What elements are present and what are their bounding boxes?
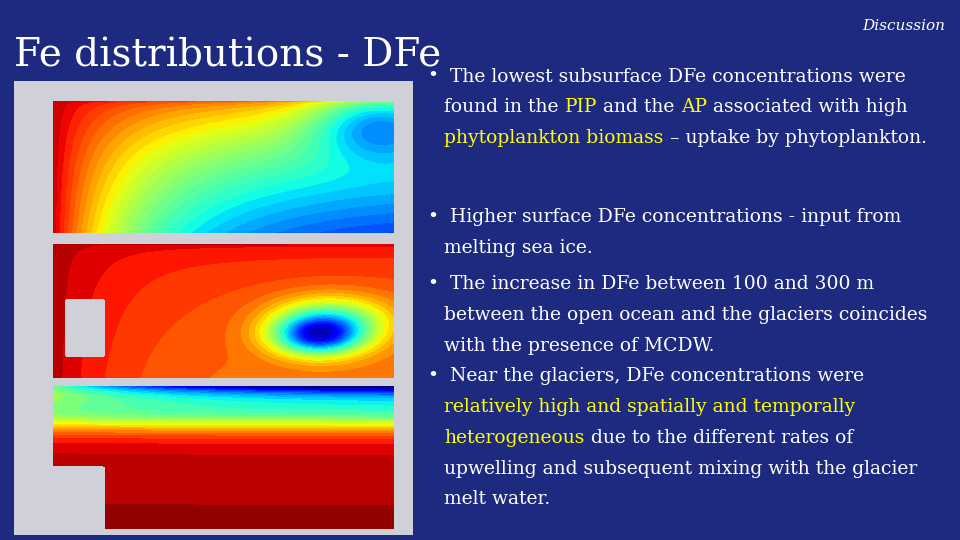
Text: Near the glaciers, DFe concentrations were: Near the glaciers, DFe concentrations we… bbox=[439, 367, 864, 385]
Text: melting sea ice.: melting sea ice. bbox=[444, 239, 593, 256]
Text: with the presence of MCDW.: with the presence of MCDW. bbox=[444, 337, 715, 355]
Text: Higher surface DFe concentrations - input from: Higher surface DFe concentrations - inpu… bbox=[439, 208, 901, 226]
Text: Discussion: Discussion bbox=[863, 19, 946, 33]
Text: between the open ocean and the glaciers coincides: between the open ocean and the glaciers … bbox=[444, 306, 928, 324]
Text: – uptake by phytoplankton.: – uptake by phytoplankton. bbox=[664, 129, 926, 147]
Text: The increase in DFe between 100 and 300 m: The increase in DFe between 100 and 300 … bbox=[439, 275, 875, 293]
Text: relatively high and spatially and temporally: relatively high and spatially and tempor… bbox=[444, 398, 855, 416]
Text: due to the different rates of: due to the different rates of bbox=[585, 429, 853, 447]
Text: found in the: found in the bbox=[444, 98, 565, 116]
Text: The lowest subsurface DFe concentrations were: The lowest subsurface DFe concentrations… bbox=[439, 68, 906, 85]
Text: melt water.: melt water. bbox=[444, 490, 551, 508]
Text: associated with high: associated with high bbox=[707, 98, 907, 116]
Text: phytoplankton biomass: phytoplankton biomass bbox=[444, 129, 664, 147]
Text: Fe distributions - DFe: Fe distributions - DFe bbox=[14, 38, 442, 75]
Text: AP: AP bbox=[681, 98, 707, 116]
Text: •: • bbox=[427, 208, 439, 226]
Text: •: • bbox=[427, 275, 439, 293]
Text: •: • bbox=[427, 367, 439, 385]
Text: upwelling and subsequent mixing with the glacier: upwelling and subsequent mixing with the… bbox=[444, 460, 918, 477]
Text: heterogeneous: heterogeneous bbox=[444, 429, 585, 447]
Text: and the: and the bbox=[597, 98, 681, 116]
Bar bbox=[14, 81, 413, 535]
Text: PIP: PIP bbox=[565, 98, 597, 116]
Text: •: • bbox=[427, 68, 439, 85]
